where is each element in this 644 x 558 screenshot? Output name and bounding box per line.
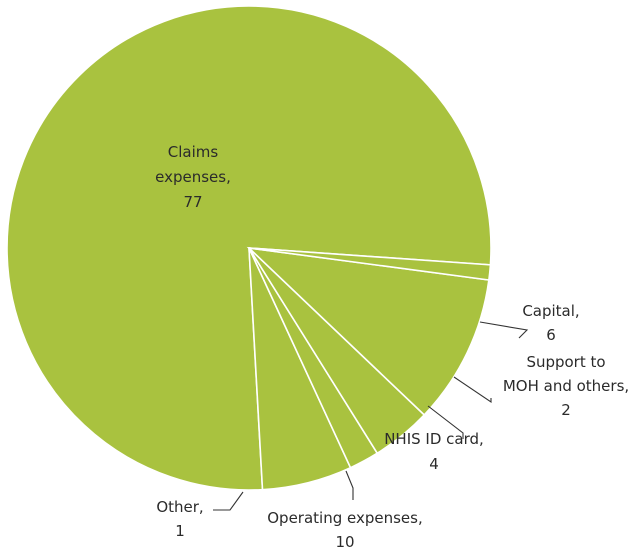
slice-label-line: 10 <box>335 533 354 551</box>
slice-label-claims-expenses: Claims expenses, 77 <box>155 143 231 211</box>
slice-label-line: NHIS ID card, <box>384 430 484 448</box>
slice-label-line: 2 <box>561 401 571 419</box>
leader-line-capital <box>479 321 529 339</box>
slice-label-line: Claims <box>168 143 219 161</box>
slice-label-line: 77 <box>183 193 202 211</box>
pie-slice-operating-expenses <box>246 246 490 417</box>
slice-label-support-to-moh-and-others: Support to MOH and others, 2 <box>503 353 629 419</box>
slice-label-capital: Capital, 6 <box>522 302 579 344</box>
slice-label-line: expenses, <box>155 168 231 186</box>
slice-label-other: Other, 1 <box>156 498 203 540</box>
slice-label-line: Other, <box>156 498 203 516</box>
slice-label-nhis-id-card: NHIS ID card, 4 <box>384 430 484 473</box>
leader-line-nhis-id-card <box>427 405 464 439</box>
labels-layer: Claims expenses, 77 Capital, 6 Support to MOH … <box>155 143 629 551</box>
pie-slice-claims-expenses <box>6 5 492 491</box>
slice-label-line: Capital, <box>522 302 579 320</box>
leader-line-other <box>213 491 244 511</box>
slices-layer <box>6 5 492 491</box>
slice-label-line: 4 <box>429 455 439 473</box>
pie-slice-other <box>248 247 492 281</box>
leader-lines-layer <box>213 321 529 511</box>
leader-line-support-to-moh-and-others <box>453 376 492 404</box>
slice-label-line: Support to <box>526 353 605 371</box>
slice-label-line: 1 <box>175 522 185 540</box>
leader-line-operating-expenses <box>345 470 354 500</box>
slice-label-line: Operating expenses, <box>267 509 423 527</box>
slice-label-operating-expenses: Operating expenses, 10 <box>267 509 423 551</box>
slice-label-line: 6 <box>546 326 556 344</box>
slice-label-line: MOH and others, <box>503 377 629 395</box>
